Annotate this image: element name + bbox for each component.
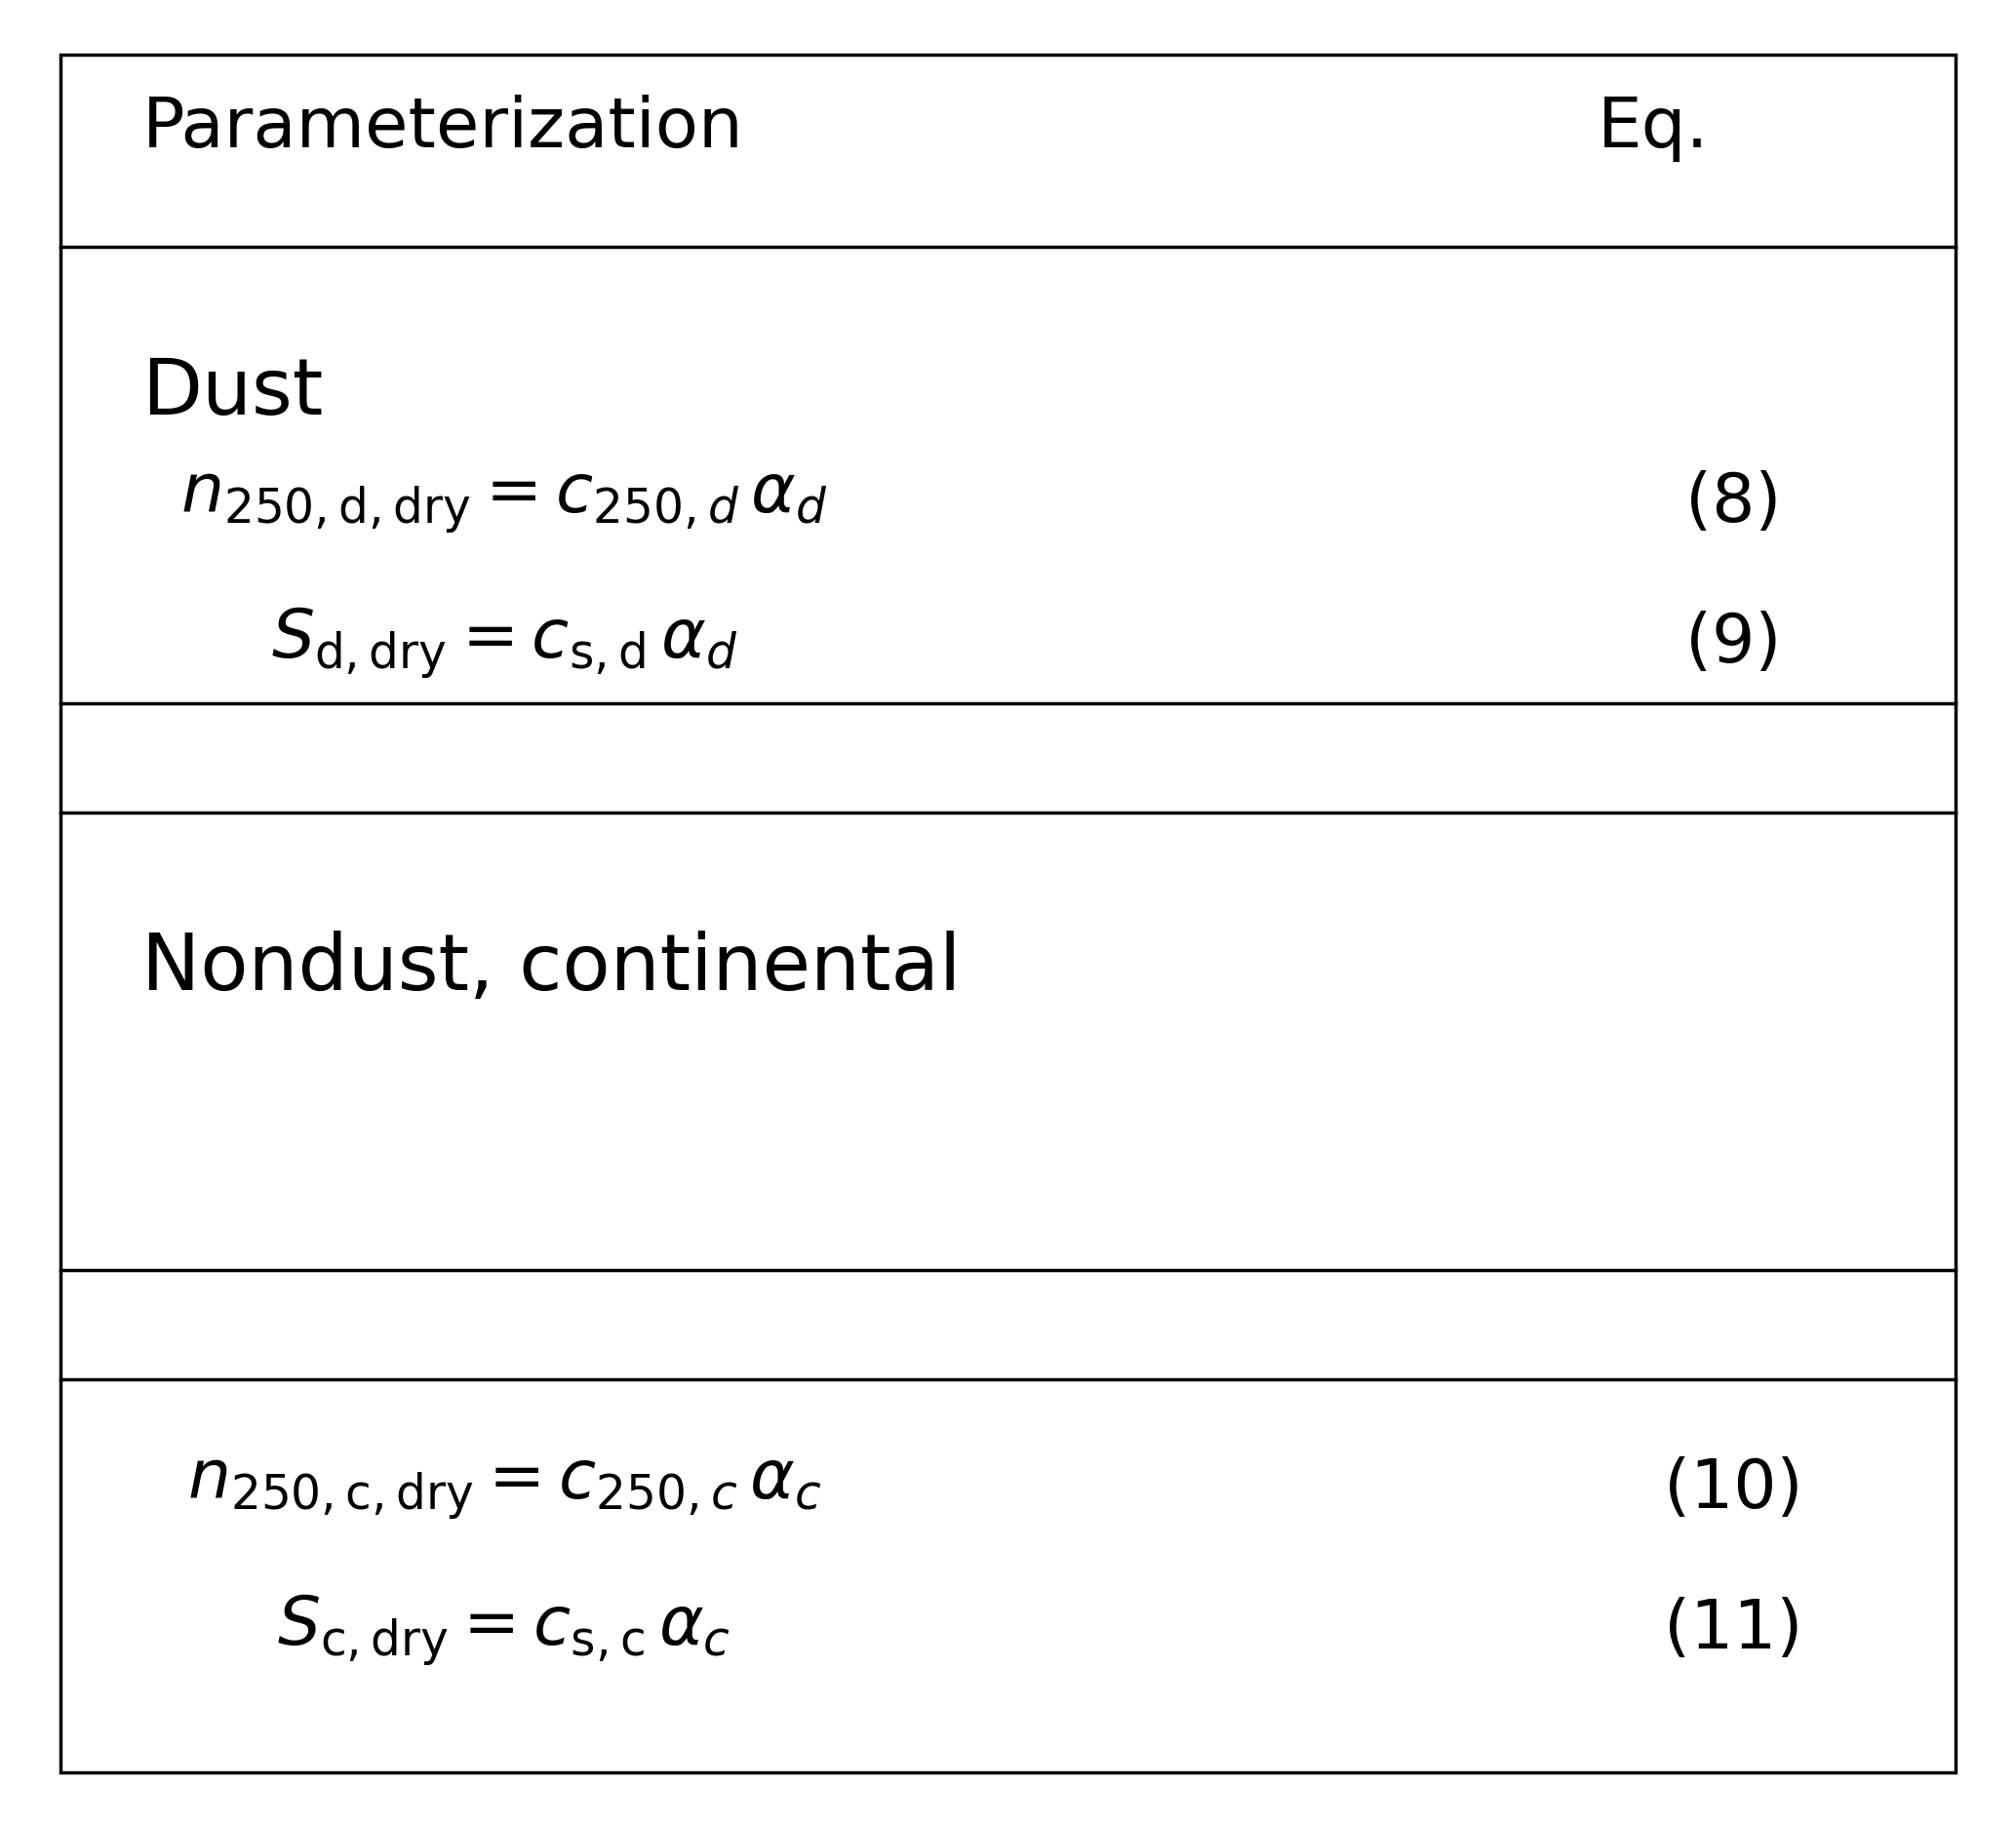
Text: (9): (9) (1685, 610, 1782, 676)
Text: Nondust, continental: Nondust, continental (141, 930, 962, 1007)
Text: $n_{250,\mathrm{d,dry}} = c_{250,d}\,\alpha_d$: $n_{250,\mathrm{d,dry}} = c_{250,d}\,\al… (179, 470, 829, 535)
Text: $S_{\mathrm{d,dry}} = c_{\mathrm{s,d}}\,\alpha_d$: $S_{\mathrm{d,dry}} = c_{\mathrm{s,d}}\,… (270, 605, 738, 681)
Text: Eq.: Eq. (1597, 95, 1710, 161)
Text: $n_{250,\mathrm{c,dry}} = c_{250,c}\,\alpha_c$: $n_{250,\mathrm{c,dry}} = c_{250,c}\,\al… (187, 1456, 821, 1522)
Text: (10): (10) (1665, 1456, 1802, 1522)
Text: Dust: Dust (141, 354, 323, 431)
Text: $S_{\mathrm{c,dry}} = c_{\mathrm{s,c}}\,\alpha_c$: $S_{\mathrm{c,dry}} = c_{\mathrm{s,c}}\,… (278, 1591, 730, 1668)
Text: (8): (8) (1685, 470, 1782, 535)
Text: Parameterization: Parameterization (143, 95, 744, 161)
Text: (11): (11) (1665, 1597, 1802, 1663)
